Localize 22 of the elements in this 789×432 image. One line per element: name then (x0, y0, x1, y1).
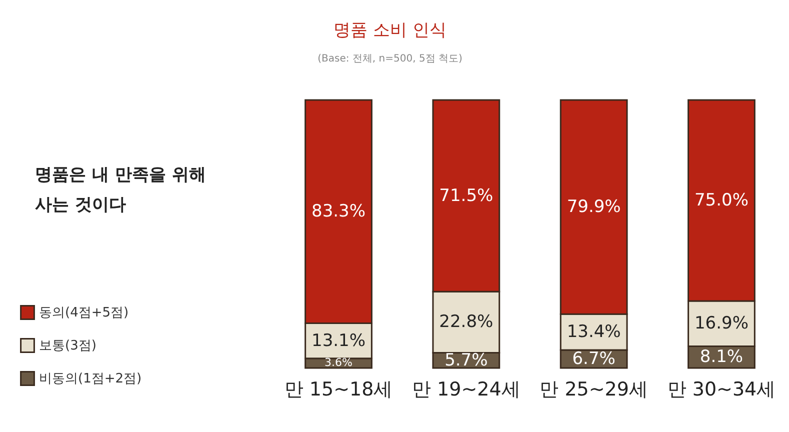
chart-subtitle: (Base: 전체, n=500, 5점 척도) (318, 53, 462, 64)
data-label: 13.1% (312, 330, 366, 351)
data-label: 79.9% (566, 197, 621, 218)
data-label: 6.7% (572, 349, 616, 370)
data-label: 5.7% (444, 350, 488, 370)
data-label: 75.0% (694, 190, 748, 210)
data-label: 83.3% (312, 202, 366, 222)
legend-label: 보통(3점) (39, 338, 96, 354)
x-tick-label: 만 19~24세 (412, 378, 520, 400)
data-label: 3.6% (324, 356, 352, 370)
data-label: 22.8% (439, 312, 494, 332)
x-tick-label: 만 30~34세 (667, 378, 776, 400)
legend-label: 동의(4점+5점) (39, 306, 129, 320)
legend-label: 비동의(1점+2점) (39, 372, 142, 386)
data-label: 71.5% (439, 186, 494, 206)
x-tick-label: 만 15~18세 (284, 378, 393, 400)
data-label: 16.9% (694, 314, 748, 334)
data-label: 13.4% (566, 322, 621, 342)
data-label: 8.1% (700, 347, 744, 368)
x-tick-label: 만 25~29세 (540, 378, 648, 400)
chart-title: 명품 소비 인식 (334, 20, 446, 40)
text: 명품은 내 만족을 위해 사는 것이다 (35, 165, 206, 215)
